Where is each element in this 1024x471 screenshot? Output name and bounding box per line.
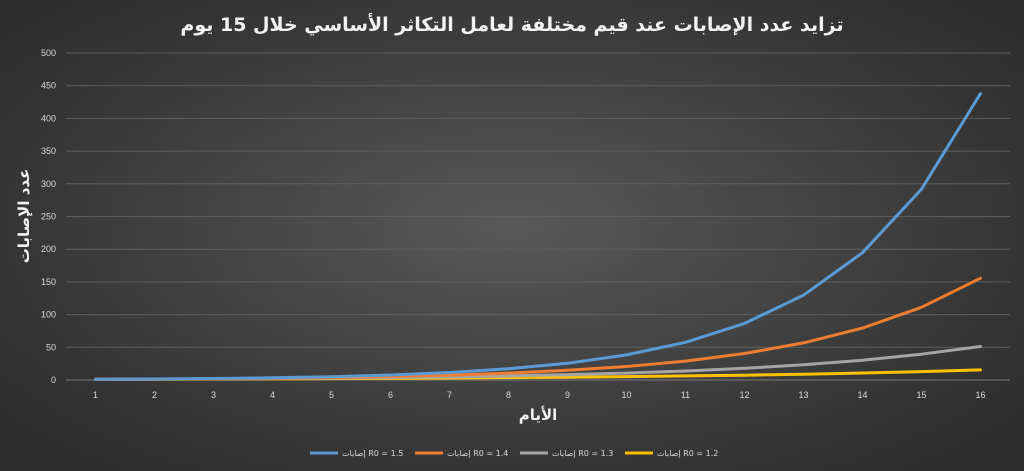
legend-label: إصابات R0 = 1.4 — [447, 449, 508, 459]
chart-title: تزايد عدد الإصابات عند قيم مختلفة لعامل … — [180, 13, 843, 36]
x-tick-label: 10 — [621, 390, 631, 400]
x-tick-label: 7 — [447, 390, 452, 400]
y-tick-label: 200 — [41, 244, 56, 254]
y-tick-label: 250 — [41, 212, 56, 222]
y-axis-title: عدد الإصابات — [15, 169, 33, 264]
y-tick-label: 150 — [41, 277, 56, 287]
x-tick-label: 5 — [329, 390, 334, 400]
legend-label: إصابات R0 = 1.2 — [657, 449, 718, 459]
y-tick-label: 0 — [51, 375, 56, 385]
y-tick-label: 500 — [41, 48, 56, 58]
legend-label: إصابات R0 = 1.3 — [552, 449, 613, 459]
x-tick-label: 11 — [681, 390, 690, 400]
legend-item: إصابات R0 = 1.5 — [310, 449, 403, 459]
y-tick-label: 100 — [41, 310, 56, 320]
legend-item: إصابات R0 = 1.3 — [520, 449, 613, 459]
series-line — [94, 92, 982, 381]
x-tick-label: 8 — [506, 390, 511, 400]
legend-item: إصابات R0 = 1.2 — [625, 449, 718, 459]
x-tick-label: 4 — [270, 390, 275, 400]
x-tick-label: 1 — [93, 390, 98, 400]
legend-item: إصابات R0 = 1.4 — [415, 449, 508, 459]
y-tick-label: 300 — [41, 179, 56, 189]
series-lines — [94, 92, 982, 381]
x-axis-ticks: 1 2 3 4 5 6 7 8 9 10 11 12 13 14 15 16 — [93, 390, 986, 400]
x-axis-title: الأيام — [519, 406, 558, 424]
y-tick-label: 350 — [41, 146, 56, 156]
x-tick-label: 15 — [916, 390, 926, 400]
gridlines — [66, 52, 1010, 381]
x-tick-label: 9 — [565, 390, 570, 400]
x-tick-label: 6 — [388, 390, 393, 400]
x-tick-label: 14 — [857, 390, 867, 400]
y-tick-label: 400 — [41, 113, 56, 123]
x-tick-label: 13 — [798, 390, 808, 400]
legend-label: إصابات R0 = 1.5 — [342, 449, 403, 459]
y-tick-label: 450 — [41, 81, 56, 91]
y-axis-ticks: 0 50 100 150 200 250 300 350 400 450 500 — [41, 48, 56, 385]
legend: إصابات R0 = 1.5 إصابات R0 = 1.4 إصابات R0 … — [310, 449, 718, 459]
y-tick-label: 50 — [46, 342, 56, 352]
x-tick-label: 16 — [975, 390, 985, 400]
x-tick-label: 2 — [152, 390, 157, 400]
x-tick-label: 3 — [211, 390, 216, 400]
x-tick-label: 12 — [739, 390, 749, 400]
series-line — [94, 276, 982, 381]
